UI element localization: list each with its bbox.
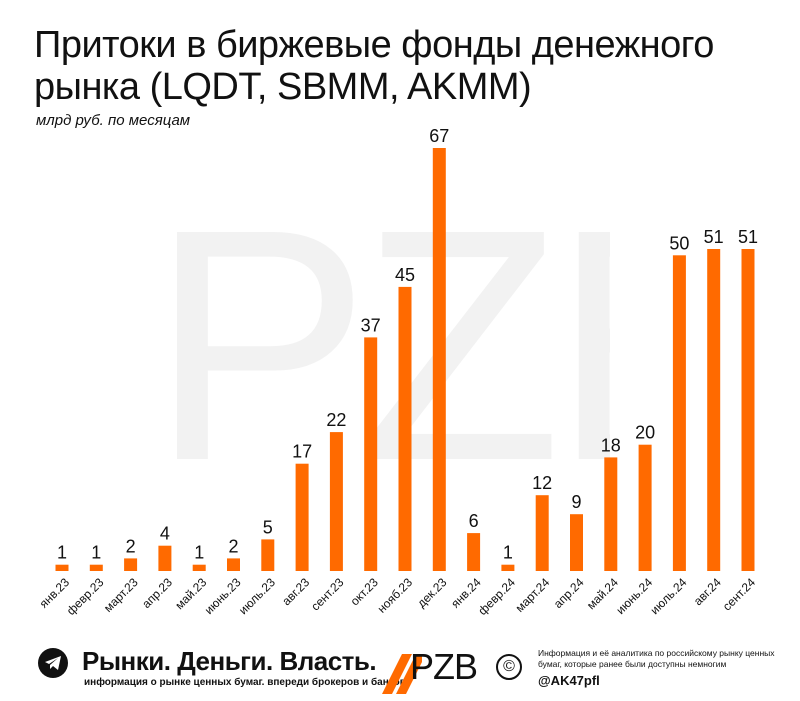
bar-март.24 [535, 495, 549, 571]
x-tick-label-июнь.24: июнь.24 [613, 575, 655, 617]
x-tick-label-февр.24: февр.24 [475, 575, 518, 618]
bar-авг.24 [707, 249, 721, 571]
bar-апр.24 [570, 514, 583, 571]
chart-title: Притоки в биржевые фонды денежного рынка… [34, 24, 714, 108]
data-label-авг.24: 51 [704, 227, 724, 247]
pzb-logo: PZB [410, 646, 478, 687]
bar-окт.23 [364, 337, 378, 571]
bar-февр.23 [89, 564, 103, 571]
data-label-июнь.24: 20 [635, 423, 655, 443]
x-tick-label-июль.24: июль.24 [648, 575, 690, 617]
data-label-июль.23: 5 [263, 517, 273, 537]
x-tick-label-март.23: март.23 [101, 575, 141, 615]
data-label-апр.23: 4 [160, 524, 170, 544]
bar-июль.24 [672, 255, 686, 572]
bar-июль.23 [261, 539, 275, 571]
data-label-сент.24: 51 [738, 227, 758, 247]
data-label-февр.24: 1 [503, 543, 513, 563]
bar-янв.24 [467, 533, 481, 571]
data-label-март.24: 12 [532, 473, 552, 493]
copyright-icon: © [496, 654, 522, 680]
x-tick-label-февр.23: февр.23 [64, 575, 107, 618]
bar-авг.23 [295, 463, 309, 571]
bar-нояб.23 [398, 286, 412, 571]
x-tick-label-дек.23: дек.23 [414, 575, 449, 610]
bar-май.24 [604, 457, 618, 571]
bar-июнь.23 [227, 558, 240, 571]
brand-name[interactable]: Рынки. Деньги. Власть. [82, 646, 377, 676]
data-label-янв.23: 1 [57, 543, 67, 563]
data-label-июль.24: 50 [669, 233, 689, 253]
data-label-дек.23: 67 [429, 126, 449, 146]
bar-март.23 [124, 558, 138, 571]
watermark-logo: PZB [150, 180, 610, 510]
data-label-янв.24: 6 [469, 511, 479, 531]
data-label-май.24: 18 [601, 435, 621, 455]
footer-info-text: Информация и её аналитика по российскому… [538, 648, 775, 669]
x-tick-label-апр.24: апр.24 [551, 575, 587, 611]
bar-июнь.24 [638, 444, 652, 571]
bar-сент.24 [741, 249, 755, 571]
bar-апр.23 [158, 545, 172, 571]
telegram-handle[interactable]: @AK47pfl [538, 673, 600, 688]
bar-янв.23 [55, 564, 69, 571]
data-label-нояб.23: 45 [395, 265, 415, 285]
x-tick-label-март.24: март.24 [513, 575, 553, 615]
data-label-авг.23: 17 [292, 442, 312, 462]
x-tick-label-нояб.23: нояб.23 [375, 575, 416, 616]
bar-дек.23 [432, 148, 446, 571]
stripes-decoration [382, 654, 422, 694]
data-label-апр.24: 9 [571, 492, 581, 512]
data-label-март.23: 2 [126, 536, 136, 556]
data-label-сент.23: 22 [326, 410, 346, 430]
bar-сент.23 [329, 432, 343, 571]
bar-май.23 [192, 564, 206, 571]
bar-chart: 1янв.231февр.232март.234апр.231май.232ию… [37, 126, 759, 618]
x-tick-label-апр.23: апр.23 [139, 575, 175, 611]
chart-subtitle: млрд руб. по месяцам [36, 112, 191, 129]
brand-tagline: информация о рынке ценных бумаг. впереди… [84, 677, 409, 688]
data-label-окт.23: 37 [361, 315, 381, 335]
x-tick-label-июнь.23: июнь.23 [202, 575, 244, 617]
data-label-февр.23: 1 [91, 543, 101, 563]
telegram-icon[interactable] [38, 648, 68, 678]
data-label-июнь.23: 2 [228, 536, 238, 556]
data-label-май.23: 1 [194, 543, 204, 563]
x-tick-label-сент.24: сент.24 [720, 575, 759, 614]
x-tick-label-июль.23: июль.23 [236, 575, 278, 617]
bar-февр.24 [501, 564, 515, 571]
x-tick-label-сент.23: сент.23 [308, 575, 347, 614]
footer: Рынки. Деньги. Власть. информация о рынк… [0, 640, 800, 701]
